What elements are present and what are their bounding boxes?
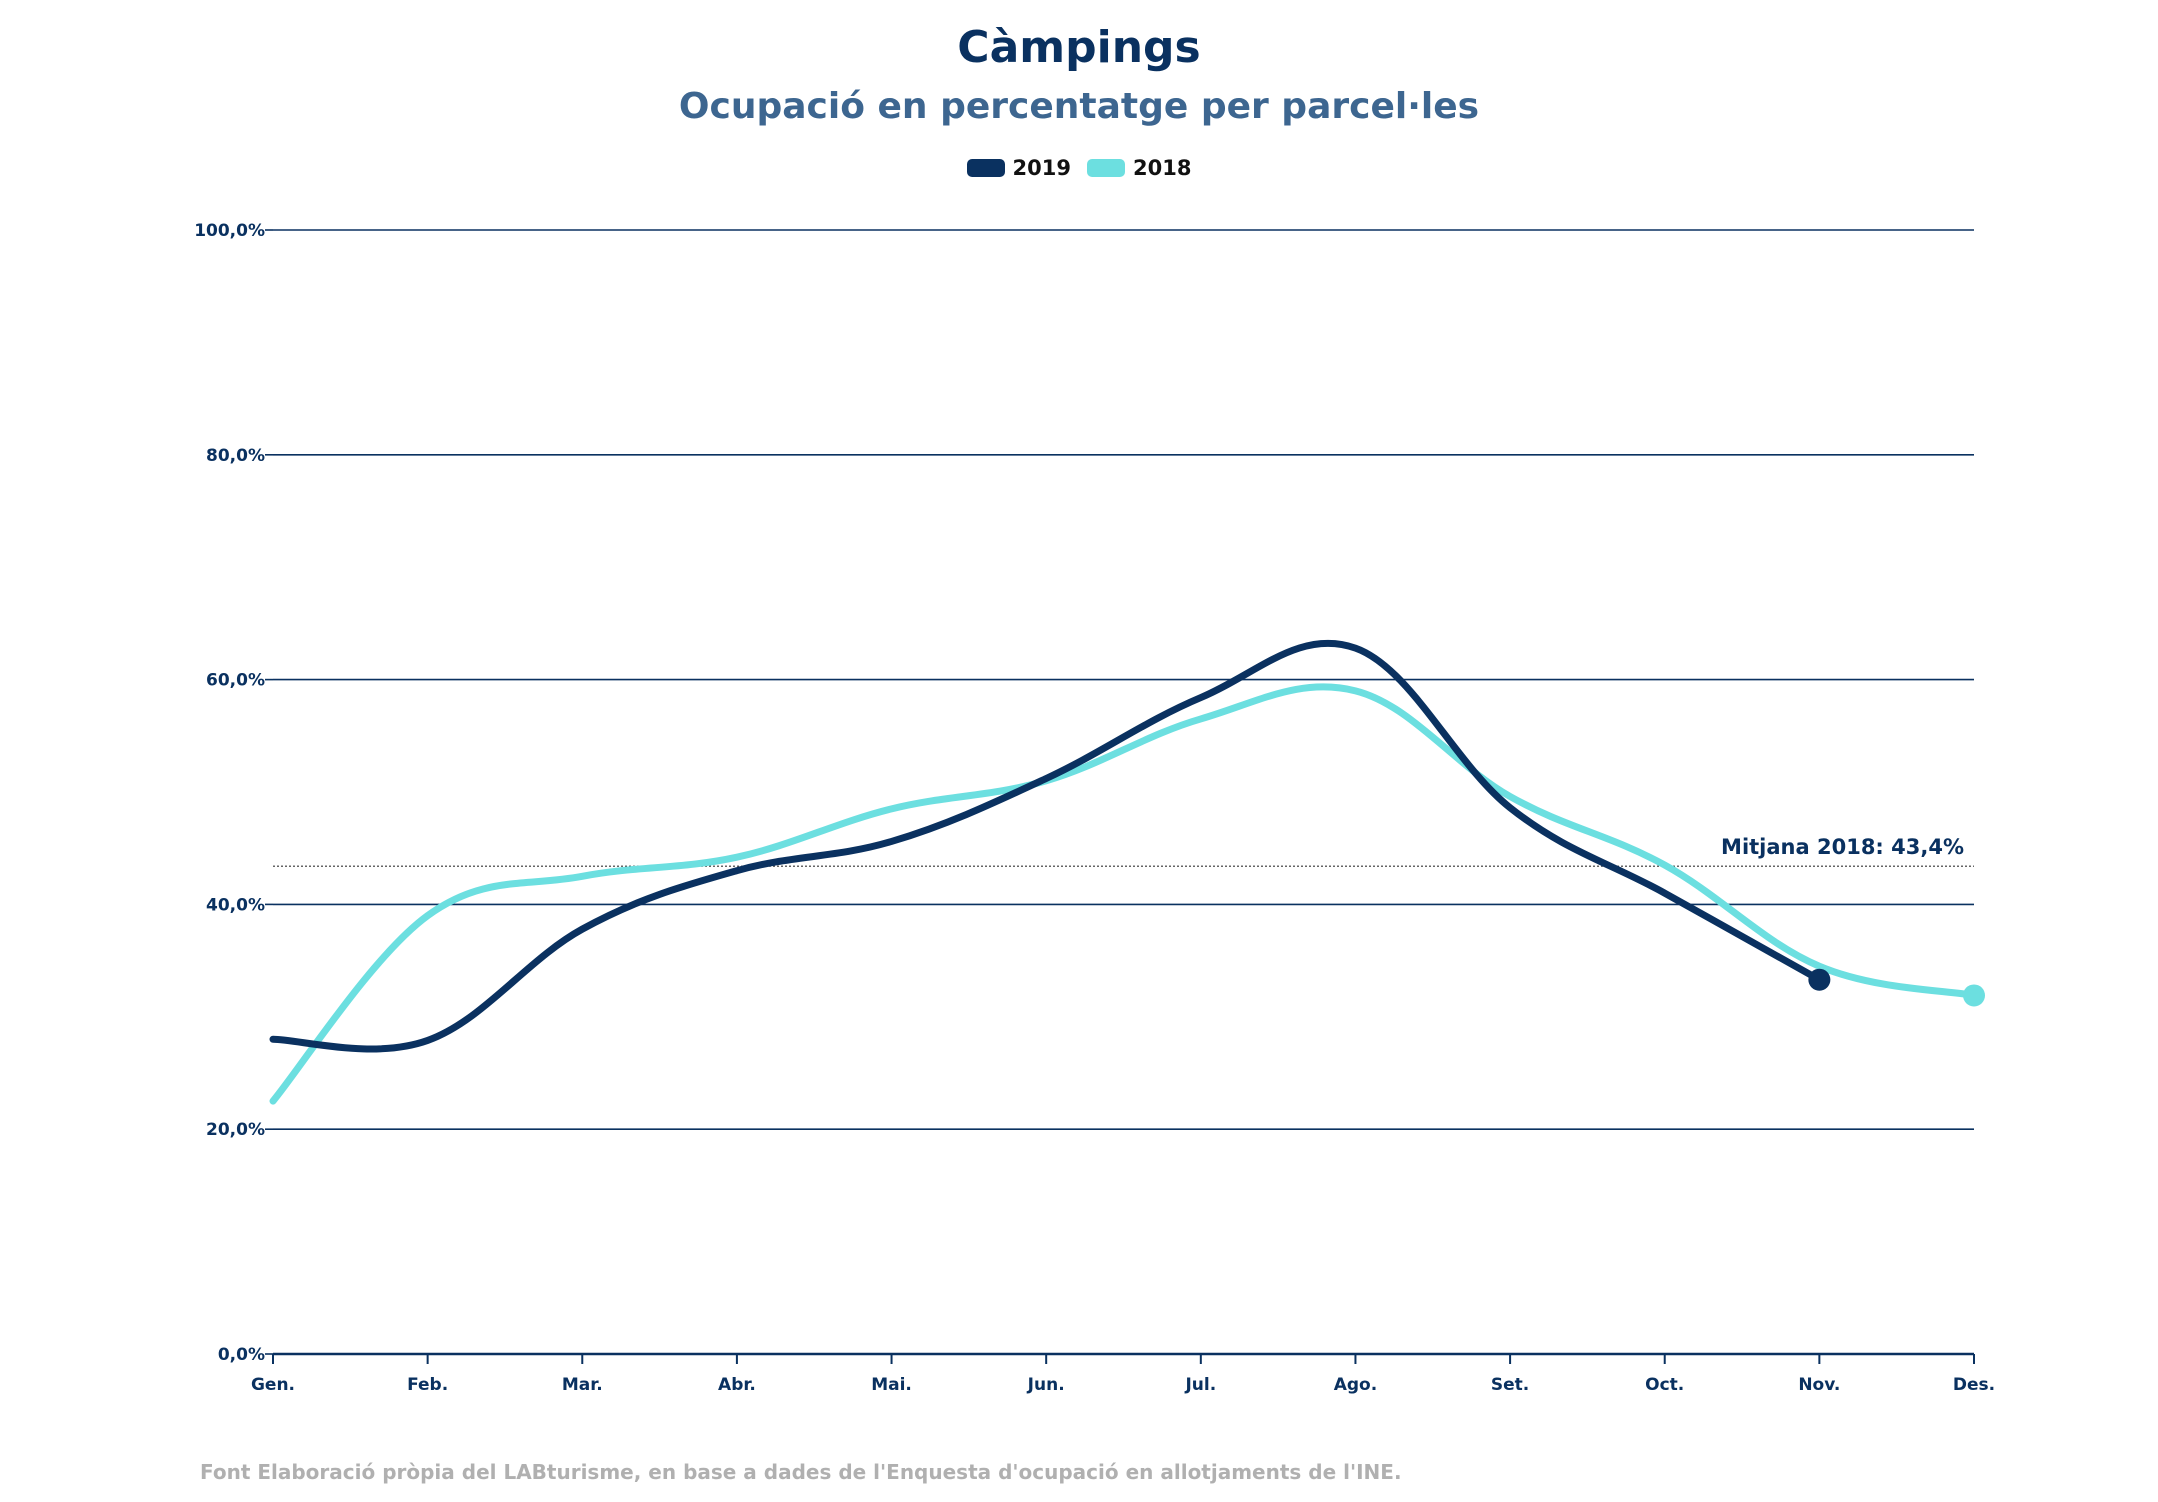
legend-item-2018[interactable]: 2018 — [1087, 156, 1191, 180]
x-tick-label: Mar. — [562, 1375, 603, 1395]
y-tick-label-80: 80,0% — [206, 446, 265, 466]
average-line: Mitjana 2018: 43,4% — [273, 835, 1974, 867]
x-tick-label: Oct. — [1645, 1375, 1684, 1395]
chart-title: Càmpings — [957, 22, 1201, 73]
y-tick-label-0: 0,0% — [218, 1345, 265, 1365]
grid-lines — [273, 229, 1974, 1355]
legend-label-2018: 2018 — [1133, 156, 1192, 180]
x-tick-label: Feb. — [407, 1375, 448, 1395]
series-lines — [269, 639, 1985, 1105]
series-endpoint-2018 — [1963, 984, 1985, 1007]
legend-swatch-2018 — [1087, 159, 1125, 177]
y-tick-label-40: 40,0% — [206, 895, 265, 915]
y-axis-ticks: 0,0% 20,0% 40,0% 60,0% 80,0% 100,0% — [194, 221, 273, 1365]
y-tick-label-60: 60,0% — [206, 671, 265, 691]
x-axis: Gen. Feb. Mar. Abr. Mai. Jun. Jul. Ago. Set. Oct.… — [251, 1352, 1995, 1395]
x-tick-label: Jun. — [1027, 1375, 1065, 1395]
x-tick-label: Set. — [1491, 1375, 1529, 1395]
y-tick-label-100: 100,0% — [194, 221, 265, 241]
average-label: Mitjana 2018: 43,4% — [1721, 835, 1964, 859]
source-note: Font Elaboració pròpia del LABturisme, e… — [200, 1460, 1402, 1484]
legend-swatch-2019 — [966, 159, 1005, 177]
x-tick-label: Ago. — [1334, 1375, 1377, 1395]
x-tick-label: Gen. — [251, 1375, 295, 1395]
x-tick-label: Mai. — [871, 1375, 912, 1395]
x-tick-label: Jul. — [1184, 1375, 1216, 1395]
chart-subtitle: Ocupació en percentatge per parcel·les — [678, 86, 1480, 127]
legend-item-2019[interactable]: 2019 — [966, 156, 1071, 180]
legend-label-2019: 2019 — [1012, 156, 1071, 180]
series-line-2019 — [269, 639, 1823, 1053]
chart-legend: 2019 2018 — [0, 156, 2158, 180]
x-tick-label: Abr. — [718, 1375, 756, 1395]
series-line-2018 — [269, 683, 1978, 1105]
x-tick-label: Nov. — [1798, 1375, 1840, 1395]
y-tick-label-20: 20,0% — [206, 1120, 265, 1140]
series-endpoint-2019 — [1808, 968, 1831, 991]
x-tick-label: Des. — [1953, 1375, 1995, 1395]
